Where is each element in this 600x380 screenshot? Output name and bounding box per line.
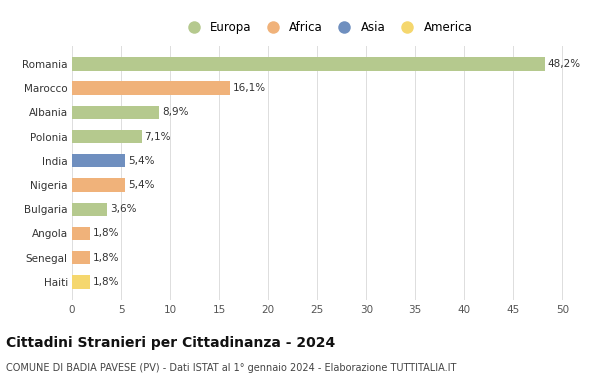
Text: 16,1%: 16,1% (233, 83, 266, 93)
Text: 5,4%: 5,4% (128, 156, 154, 166)
Bar (72, 106, 159, 119)
Text: 3,6%: 3,6% (110, 204, 137, 214)
Bar (72, 251, 89, 264)
Bar (72, 178, 125, 192)
Bar (72, 130, 142, 143)
Text: 1,8%: 1,8% (92, 253, 119, 263)
Bar (72, 275, 89, 289)
Text: Cittadini Stranieri per Cittadinanza - 2024: Cittadini Stranieri per Cittadinanza - 2… (6, 336, 335, 350)
Bar (72, 227, 89, 240)
Text: 7,1%: 7,1% (145, 131, 171, 141)
Legend: Europa, Africa, Asia, America: Europa, Africa, Asia, America (179, 18, 475, 36)
Bar (72, 203, 107, 216)
Text: 1,8%: 1,8% (92, 228, 119, 239)
Bar (72, 57, 545, 71)
Text: 8,9%: 8,9% (162, 107, 189, 117)
Text: 1,8%: 1,8% (92, 277, 119, 287)
Text: 5,4%: 5,4% (128, 180, 154, 190)
Bar (72, 154, 125, 168)
Text: 48,2%: 48,2% (548, 59, 581, 69)
Bar (72, 81, 230, 95)
Text: COMUNE DI BADIA PAVESE (PV) - Dati ISTAT al 1° gennaio 2024 - Elaborazione TUTTI: COMUNE DI BADIA PAVESE (PV) - Dati ISTAT… (6, 363, 457, 373)
